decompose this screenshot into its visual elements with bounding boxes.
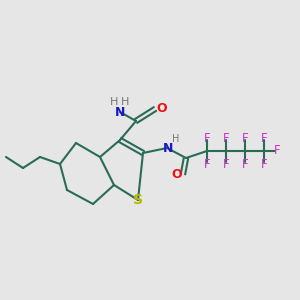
- Text: N: N: [115, 106, 125, 119]
- Text: S: S: [133, 193, 143, 207]
- Text: F: F: [204, 158, 210, 170]
- Text: N: N: [163, 142, 173, 154]
- Text: O: O: [172, 169, 182, 182]
- Text: F: F: [261, 158, 267, 170]
- Text: F: F: [223, 131, 229, 145]
- Text: F: F: [204, 131, 210, 145]
- Text: H: H: [121, 97, 129, 107]
- Text: F: F: [223, 158, 229, 170]
- Text: F: F: [242, 158, 248, 170]
- Text: F: F: [242, 131, 248, 145]
- Text: H: H: [110, 97, 118, 107]
- Text: F: F: [261, 131, 267, 145]
- Text: H: H: [172, 134, 180, 144]
- Text: O: O: [157, 101, 167, 115]
- Text: F: F: [274, 145, 280, 158]
